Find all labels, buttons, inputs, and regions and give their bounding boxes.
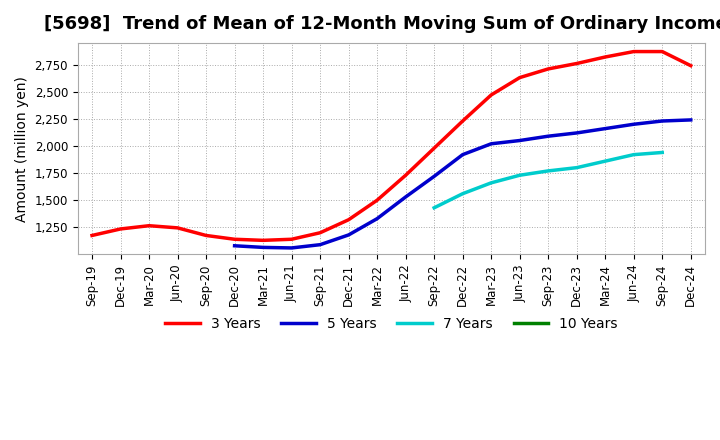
5 Years xyxy=(230,243,239,249)
3 Years xyxy=(344,217,353,222)
7 Years xyxy=(516,172,524,178)
Legend: 3 Years, 5 Years, 7 Years, 10 Years: 3 Years, 5 Years, 7 Years, 10 Years xyxy=(159,311,624,336)
3 Years xyxy=(316,230,325,235)
Title: [5698]  Trend of Mean of 12-Month Moving Sum of Ordinary Incomes: [5698] Trend of Mean of 12-Month Moving … xyxy=(44,15,720,33)
3 Years xyxy=(572,61,581,66)
3 Years xyxy=(401,172,410,178)
3 Years xyxy=(601,55,610,60)
3 Years xyxy=(202,233,210,238)
3 Years xyxy=(230,237,239,242)
5 Years xyxy=(544,134,552,139)
5 Years xyxy=(572,130,581,136)
5 Years xyxy=(258,245,267,250)
5 Years xyxy=(658,118,667,124)
5 Years xyxy=(516,138,524,143)
3 Years xyxy=(487,92,495,98)
5 Years xyxy=(373,216,382,221)
3 Years xyxy=(258,238,267,243)
5 Years xyxy=(686,117,695,123)
7 Years xyxy=(459,191,467,196)
5 Years xyxy=(344,232,353,238)
5 Years xyxy=(430,174,438,179)
3 Years xyxy=(287,237,296,242)
7 Years xyxy=(658,150,667,155)
5 Years xyxy=(287,245,296,250)
3 Years xyxy=(516,75,524,80)
7 Years xyxy=(544,168,552,173)
3 Years xyxy=(459,118,467,124)
Y-axis label: Amount (million yen): Amount (million yen) xyxy=(15,76,29,222)
3 Years xyxy=(373,198,382,203)
5 Years xyxy=(629,121,638,127)
5 Years xyxy=(601,126,610,131)
3 Years xyxy=(145,223,153,228)
Line: 3 Years: 3 Years xyxy=(92,51,690,240)
5 Years xyxy=(487,141,495,147)
3 Years xyxy=(430,146,438,151)
3 Years xyxy=(174,225,182,231)
3 Years xyxy=(686,63,695,68)
5 Years xyxy=(316,242,325,247)
3 Years xyxy=(544,66,552,72)
Line: 7 Years: 7 Years xyxy=(434,153,662,208)
Line: 5 Years: 5 Years xyxy=(235,120,690,248)
7 Years xyxy=(430,205,438,210)
5 Years xyxy=(401,194,410,200)
7 Years xyxy=(629,152,638,157)
7 Years xyxy=(487,180,495,186)
3 Years xyxy=(88,233,96,238)
7 Years xyxy=(572,165,581,170)
3 Years xyxy=(116,226,125,231)
3 Years xyxy=(658,49,667,54)
5 Years xyxy=(459,152,467,157)
7 Years xyxy=(601,158,610,164)
3 Years xyxy=(629,49,638,54)
